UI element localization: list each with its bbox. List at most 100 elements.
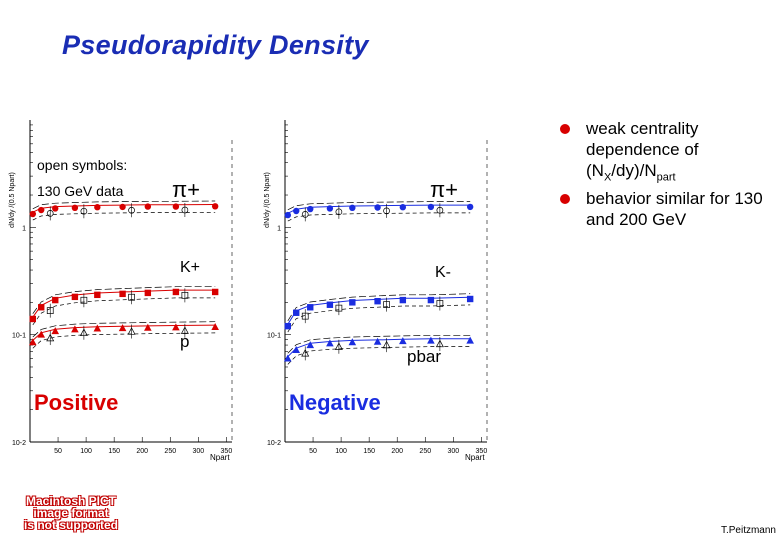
data-point (326, 339, 334, 347)
bullet-text: behavior similar for 130 and 200 GeV (586, 189, 763, 230)
positive-annotation-line1: open symbols: (37, 157, 127, 173)
x-tick-label: 250 (164, 448, 176, 455)
bullet-item-centrality: weak centrality dependence of (NX/dy)/Np… (560, 118, 770, 188)
bullet-dot-icon (560, 194, 570, 205)
x-tick-label: 350 (221, 448, 233, 455)
data-point (211, 203, 219, 210)
negative-kaon-label: K- (435, 264, 451, 281)
data-point (374, 298, 381, 305)
x-tick-label: 350 (476, 448, 488, 455)
x-tick-label: 200 (136, 448, 148, 455)
pict-line: image format (33, 506, 109, 520)
positive-proton-label: p (180, 332, 189, 351)
negative-plot: 1 10-1 10-2 50 100 150 200 250 300 350 dN/dy /(0.… (264, 120, 488, 462)
data-point (284, 322, 292, 330)
y-tick-label: 10-2 (12, 440, 26, 447)
bullet-dot-icon (560, 124, 570, 134)
bullet-list: weak centrality dependence of (NX/dy)/Np… (560, 118, 770, 230)
band-line (32, 321, 216, 338)
data-point (293, 309, 300, 316)
band-line (32, 297, 216, 326)
data-point (172, 203, 180, 210)
band-line (287, 212, 471, 222)
x-tick-label: 100 (335, 448, 347, 455)
data-point (51, 327, 60, 335)
band-line (32, 211, 216, 221)
x-tick-label: 150 (108, 448, 120, 455)
data-point (94, 291, 101, 299)
positive-kaon-label: K+ (180, 259, 200, 276)
data-point (399, 337, 407, 345)
data-point (427, 336, 435, 344)
data-point (119, 203, 126, 211)
bullet-sub: X (603, 171, 612, 184)
x-tick-label: 200 (391, 448, 403, 455)
data-point (144, 289, 152, 297)
data-point (38, 304, 45, 311)
x-tick-label: 300 (447, 448, 459, 455)
data-point (172, 288, 180, 296)
data-point (307, 304, 314, 311)
data-point (118, 324, 127, 332)
band-line (32, 200, 216, 210)
data-point (144, 323, 152, 331)
x-tick-label: 50 (309, 448, 317, 455)
data-point (29, 338, 37, 346)
band-line (32, 332, 216, 349)
data-point (37, 330, 46, 338)
data-point (373, 337, 382, 345)
data-point (399, 296, 407, 304)
data-point (211, 322, 219, 330)
positive-plot: 1 10-1 10-2 50 100 150 200 250 300 350 dN/dy /(0.… (9, 120, 233, 462)
negative-proton-label: pbar (407, 347, 441, 366)
data-point (306, 341, 315, 349)
data-point (466, 203, 474, 211)
data-point (211, 288, 219, 296)
pict-line: is not supported (24, 518, 118, 532)
y-tick-label: 10-1 (267, 333, 281, 340)
data-point (52, 296, 59, 304)
data-point (293, 207, 300, 215)
bullet-sub-part: part (656, 171, 676, 184)
y-tick-label: 10-2 (267, 440, 281, 447)
positive-panel-label: Positive (34, 390, 118, 415)
positive-annotation-line2: 130 GeV data (37, 183, 124, 199)
negative-x-axis-title: Npart (465, 453, 485, 462)
bullet-text-mid: /dy)/N (611, 161, 657, 180)
data-point (29, 315, 37, 323)
data-point (29, 210, 37, 218)
data-point (284, 211, 292, 219)
negative-pion-label: π+ (430, 177, 458, 202)
data-point (427, 296, 435, 304)
data-point (307, 205, 314, 213)
author-credit: T.Peitzmann (720, 525, 776, 536)
data-point (399, 204, 407, 211)
data-point (71, 325, 79, 333)
bullet-text: weak centrality dependence of (N (586, 119, 699, 180)
x-tick-label: 300 (192, 448, 204, 455)
slide-title: Pseudorapidity Density (62, 30, 369, 60)
negative-panel-label: Negative (289, 390, 381, 415)
data-point (93, 324, 102, 332)
data-point (71, 293, 79, 301)
negative-y-axis-title: dN/dy /(0.5 Npart) (264, 172, 271, 228)
y-tick-label: 1 (277, 225, 281, 232)
band-line (287, 293, 471, 322)
band-line (287, 201, 471, 211)
data-point (349, 299, 356, 306)
positive-pion-label: π+ (172, 177, 200, 202)
data-point (427, 203, 435, 211)
data-point (466, 295, 474, 303)
bullet-item-energy: behavior similar for 130 and 200 GeV (560, 188, 770, 230)
band-line (32, 286, 216, 314)
band-line (287, 346, 471, 365)
x-tick-label: 100 (80, 448, 92, 455)
pict-line: Macintosh PICT (25, 494, 116, 508)
y-tick-label: 10-1 (12, 333, 26, 340)
data-point (94, 204, 101, 211)
x-tick-label: 150 (363, 448, 375, 455)
data-point (326, 301, 334, 308)
band-line (287, 304, 471, 333)
data-point (326, 205, 334, 212)
pict-placeholder: Macintosh PICT image format is not suppo… (0, 495, 142, 531)
